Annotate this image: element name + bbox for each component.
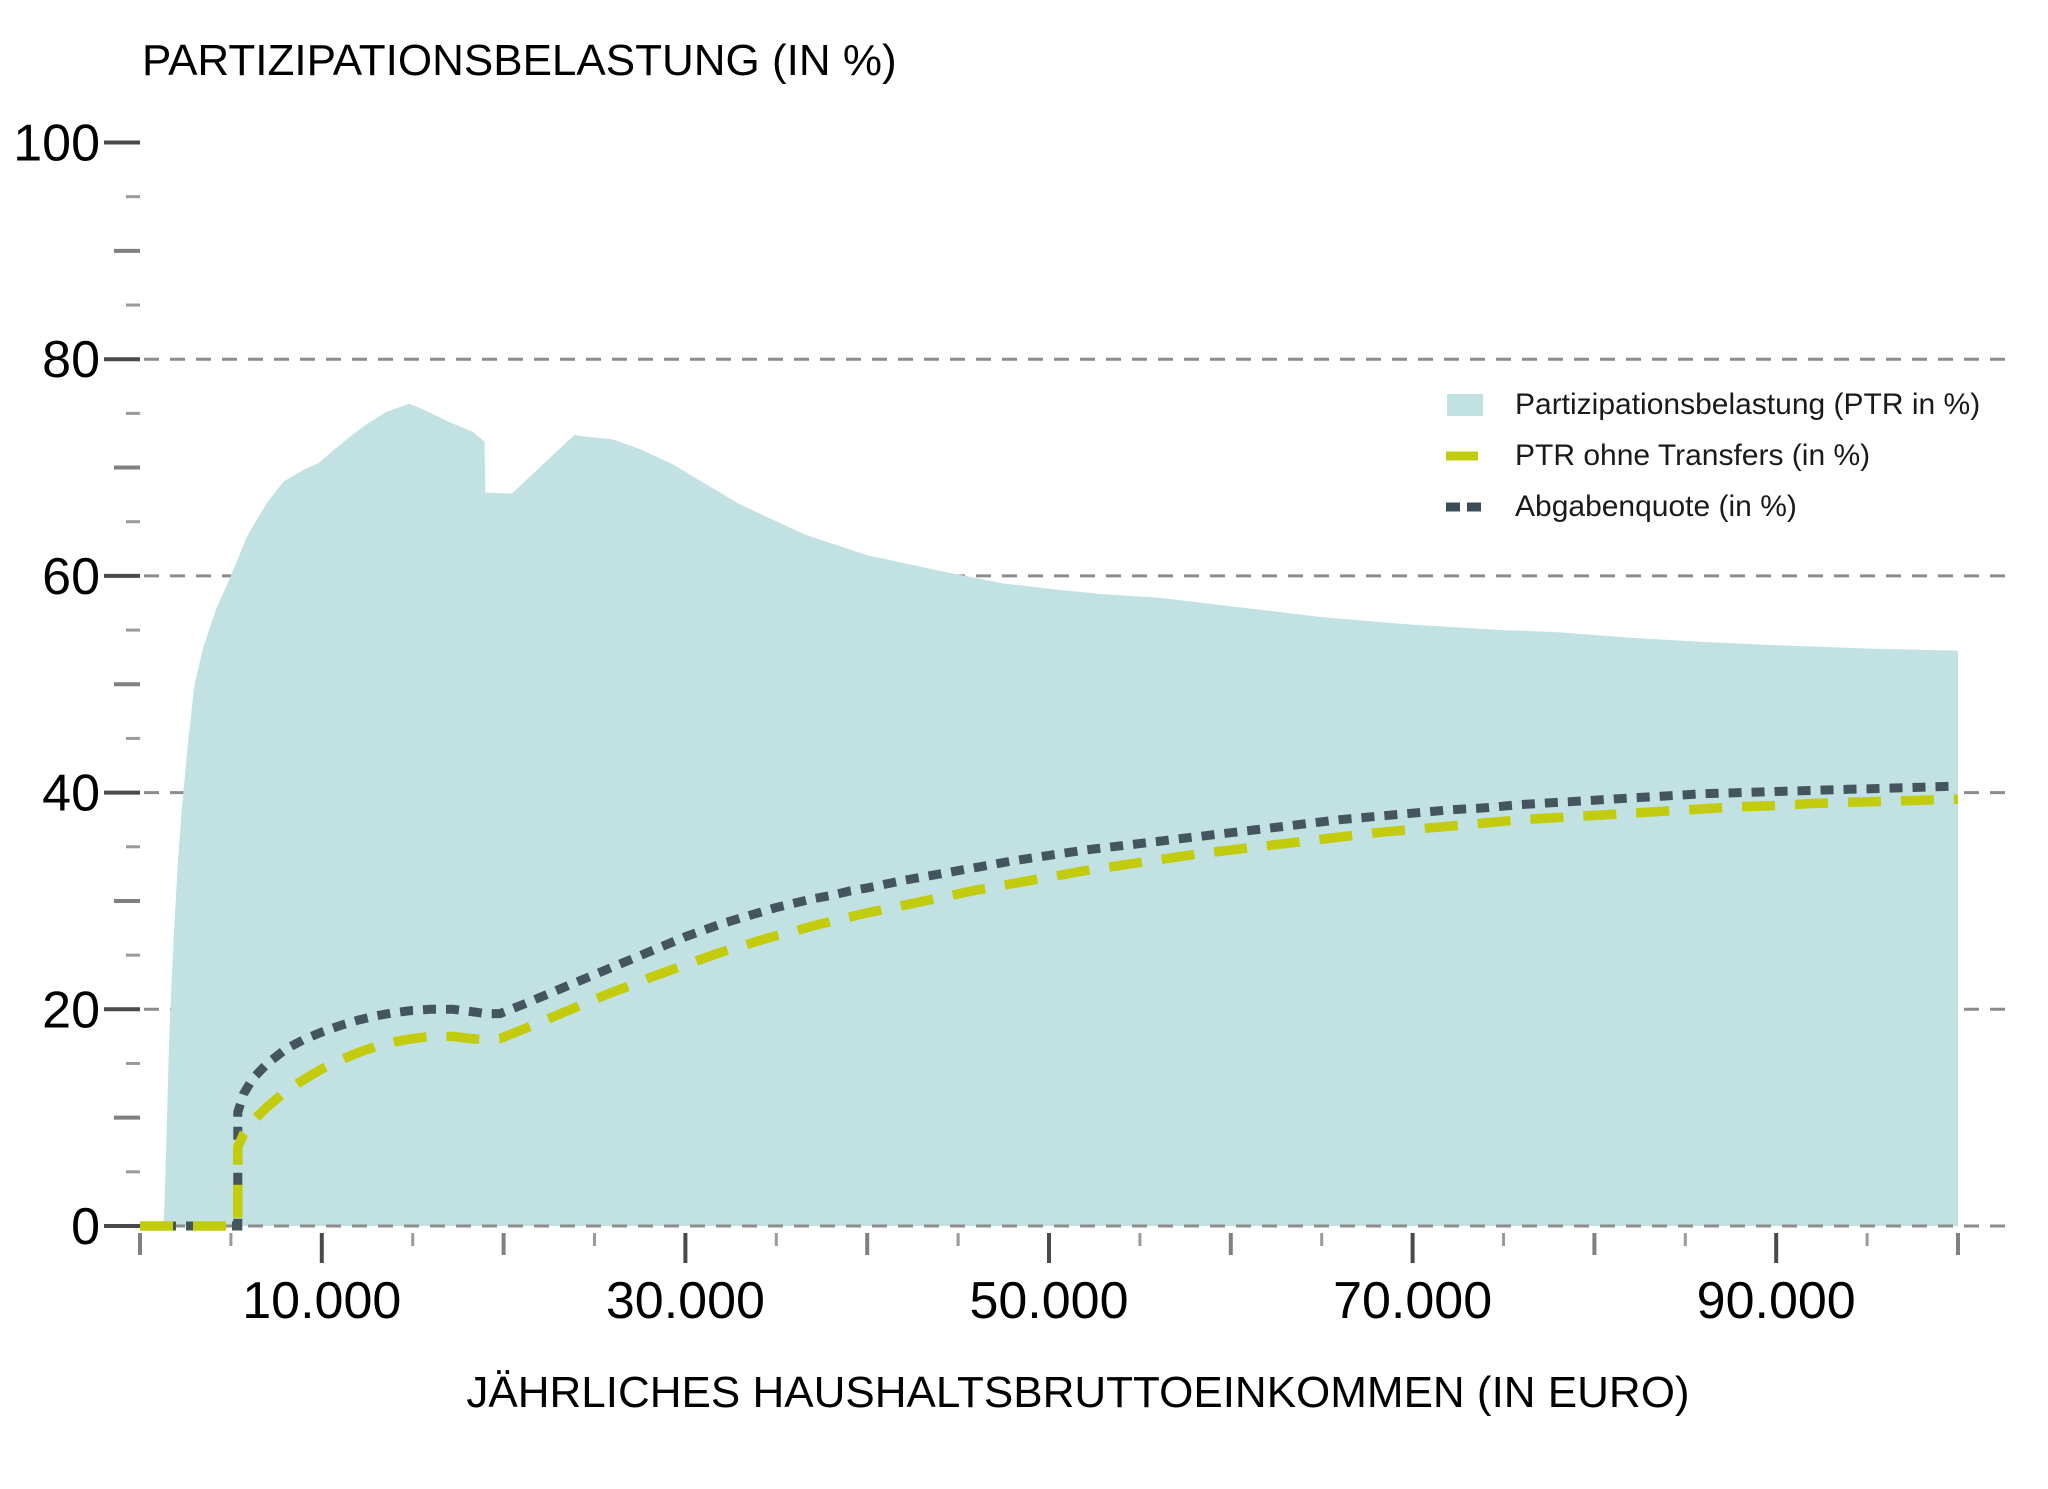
legend-item-abgabenquote: Abgabenquote (in %) [1444,483,1980,530]
x-tick-label: 90.000 [1697,1272,1856,1330]
y-tick-label: 40 [42,765,100,823]
long-dash-swatch-icon [1446,451,1478,460]
legend: Partizipationsbelastung (PTR in %) PTR o… [1444,381,1980,534]
x-tick-label: 10.000 [242,1272,401,1330]
legend-label: PTR ohne Transfers (in %) [1515,438,1871,472]
area-swatch-icon [1447,393,1483,416]
y-tick-label: 0 [71,1198,100,1256]
legend-item-partizipationsbelastung: Partizipationsbelastung (PTR in %) [1444,381,1980,428]
y-tick-label: 100 [13,115,100,173]
legend-item-ptr-ohne-transfers: PTR ohne Transfers (in %) [1444,432,1980,479]
legend-label: Partizipationsbelastung (PTR in %) [1515,387,1981,421]
abgabenquote-line [140,781,1959,1231]
short-dash-swatch-icon [1446,502,1482,511]
x-tick-label: 30.000 [606,1272,765,1330]
y-tick-label: 80 [42,331,100,389]
ptr-area-series [140,403,1958,1227]
x-tick-label: 50.000 [969,1272,1128,1330]
ptr-ohne-transfers-line [140,794,1959,1231]
x-tick-label: 70.000 [1333,1272,1492,1330]
x-axis-title: JÄHRLICHES HAUSHALTSBRUTTOEINKOMMEN (IN … [466,1368,1690,1417]
axis-tick-labels: 10.000 30.000 50.000 70.000 90.000 0 20 40 60 80 1… [13,115,1855,1331]
axis-ticks [104,140,1960,1263]
legend-label: Abgabenquote (in %) [1515,489,1797,523]
y-tick-label: 60 [42,548,100,606]
chart-title: PARTIZIPATIONSBELASTUNG (IN %) [142,36,897,85]
line-series [140,781,1959,1231]
ptr-area [140,403,1958,1227]
y-tick-label: 20 [42,981,100,1039]
